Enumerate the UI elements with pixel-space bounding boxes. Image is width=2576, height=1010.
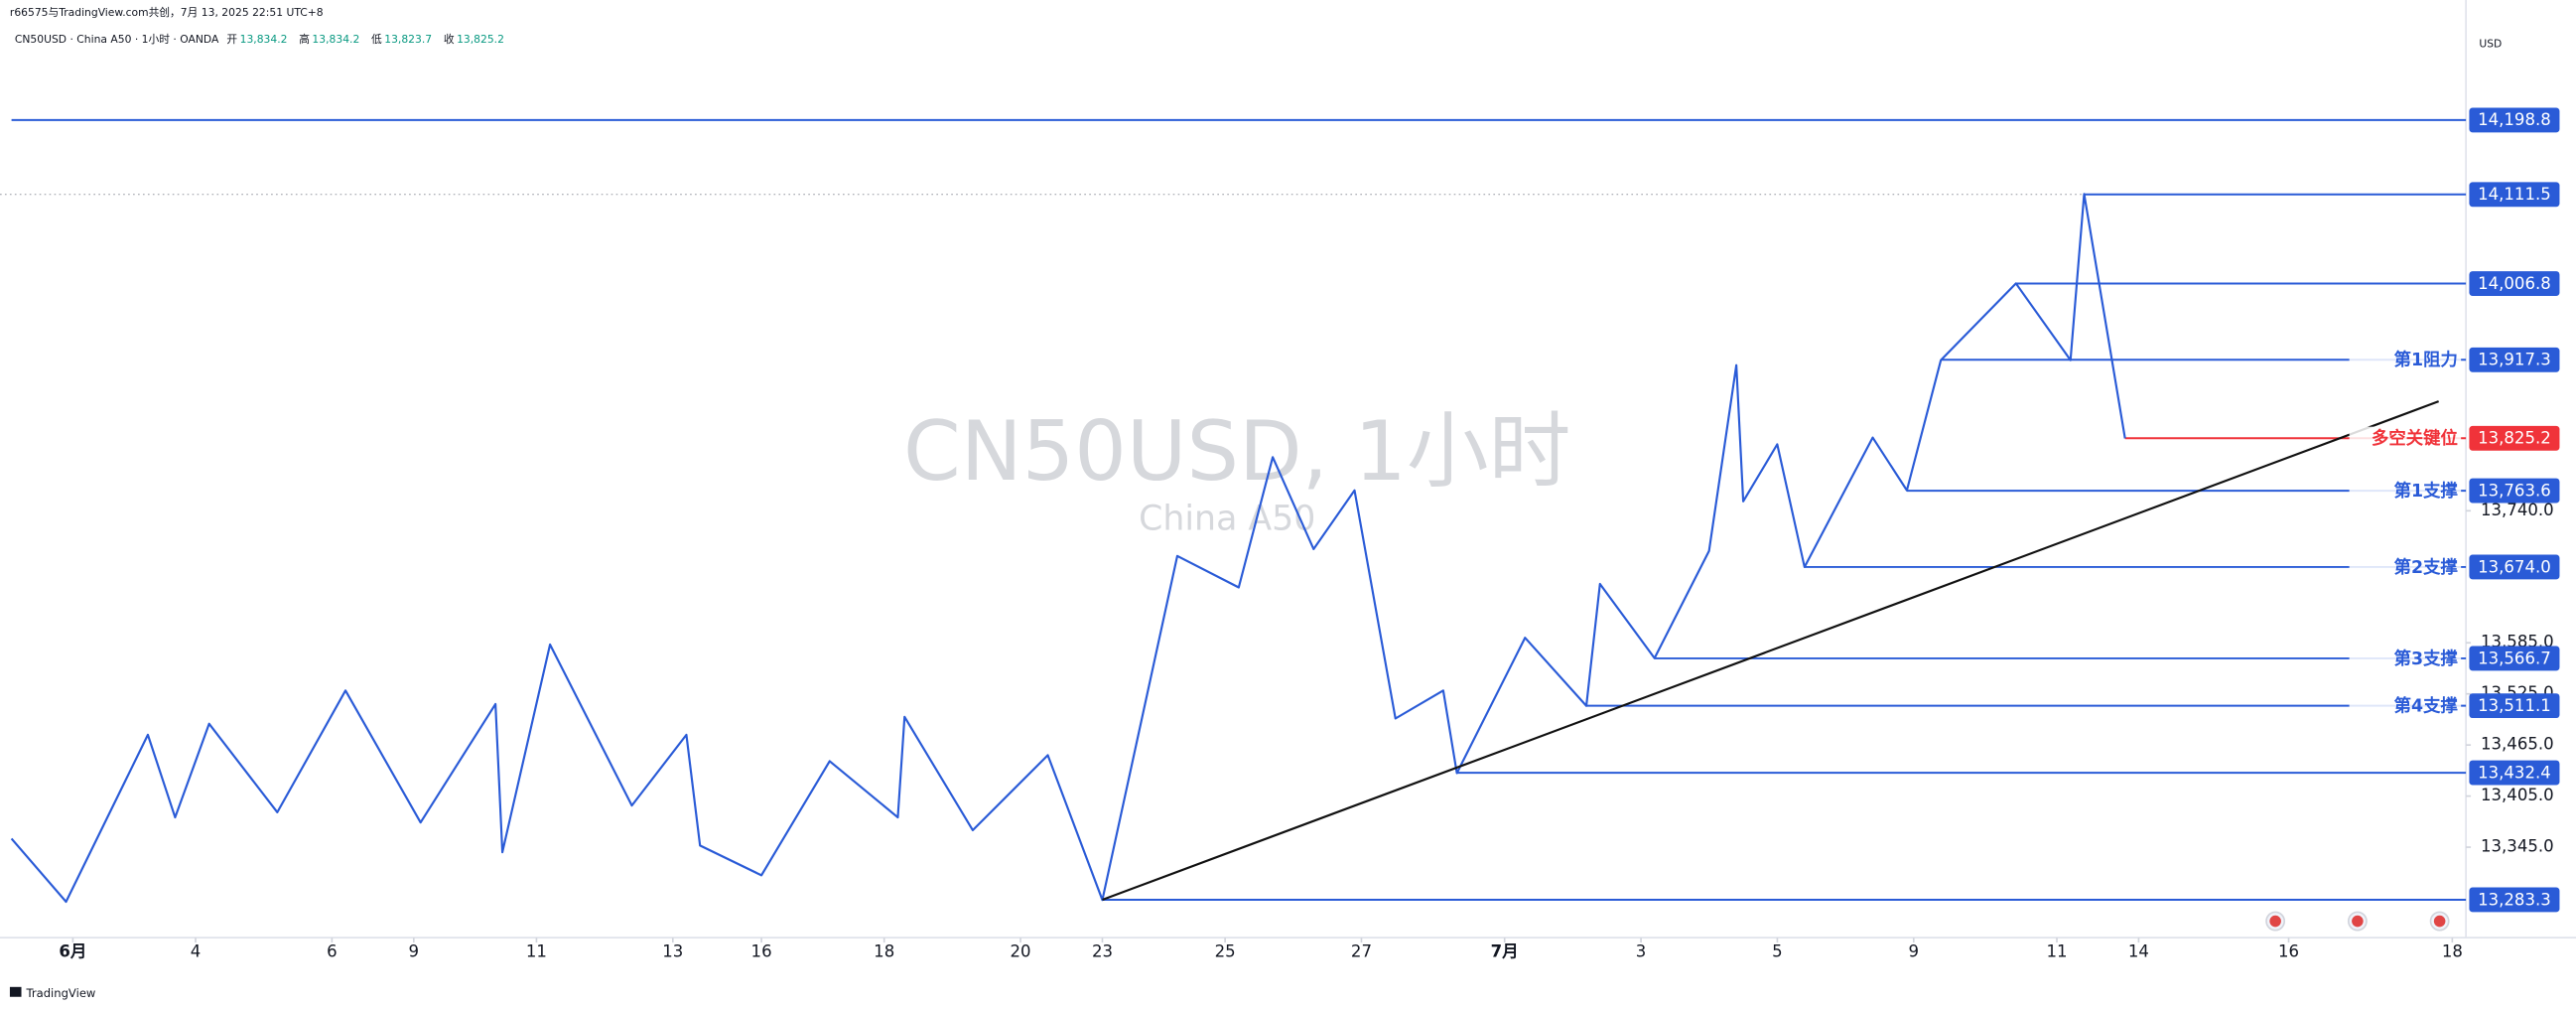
event-flags	[2265, 911, 2450, 932]
currency: USD	[2479, 38, 2502, 51]
price-label: 13,825.2	[2478, 429, 2551, 448]
price-label-box	[2469, 554, 2560, 580]
price-label-box	[2469, 107, 2560, 133]
price-label-box	[2469, 271, 2560, 296]
ohlc-value: 13,834.2	[312, 33, 359, 46]
level-name-bg	[2349, 426, 2462, 450]
x-tick-label: 27	[1351, 942, 1372, 961]
price-label-box	[2469, 693, 2560, 719]
price-label-box	[2469, 887, 2560, 913]
y-tick-label: 13,465.0	[2481, 735, 2554, 754]
price-label-box	[2469, 478, 2560, 504]
ohlc-label: 开	[226, 33, 237, 46]
level-name: 第4支撑	[2394, 695, 2459, 716]
series-line	[1102, 400, 2440, 902]
x-tick-label: 11	[2046, 942, 2067, 961]
price-label: 13,566.7	[2478, 649, 2551, 667]
price-label: 13,511.1	[2478, 696, 2551, 715]
level-name: 多空关键位	[2372, 428, 2458, 449]
x-tick-label: 9	[1909, 942, 1920, 961]
price-label: 14,111.5	[2478, 185, 2551, 204]
level-name-bg	[2349, 694, 2462, 718]
x-tick-label: 6	[327, 942, 338, 961]
y-tick-label: 13,345.0	[2481, 837, 2554, 856]
y-tick-label: 13,740.0	[2481, 501, 2554, 519]
ohlc-label: 高	[299, 33, 310, 46]
x-tick-label: 16	[751, 942, 772, 961]
x-tick-label: 4	[191, 942, 202, 961]
level-name-bg	[2349, 647, 2462, 670]
price-label-box	[2469, 347, 2560, 372]
x-tick-label: 18	[874, 942, 894, 961]
level-name: 第3支撑	[2394, 649, 2459, 669]
price-label: 13,283.3	[2478, 890, 2551, 909]
x-tick-label: 20	[1011, 942, 1031, 961]
source-text: r66575与TradingView.com共创，7月 13, 2025 22:…	[10, 6, 324, 19]
x-tick-label: 16	[2278, 942, 2299, 961]
price-label-box	[2469, 182, 2560, 208]
level-name: 第2支撑	[2394, 557, 2459, 578]
tv-logo	[9, 986, 22, 997]
x-tick-label: 3	[1636, 942, 1647, 961]
level-name-bg	[2349, 479, 2462, 503]
series-line	[10, 193, 2126, 904]
x-tick-label: 23	[1092, 942, 1113, 961]
ohlc-label: 低	[371, 33, 382, 46]
price-label: 13,917.3	[2478, 351, 2551, 369]
level-name-bg	[2349, 555, 2462, 579]
x-tick-label: 9	[409, 942, 420, 961]
x-tick-label: 7月	[1491, 942, 1519, 961]
watermark: CN50USD, 1小时	[903, 403, 1570, 500]
ohlc-value: 13,823.7	[384, 33, 432, 46]
price-label: 14,006.8	[2478, 274, 2551, 293]
x-tick-label: 5	[1772, 942, 1783, 961]
price-label: 13,432.4	[2478, 763, 2551, 782]
price-label-box	[2469, 425, 2560, 451]
x-tick-label: 25	[1215, 942, 1236, 961]
symbol-text: CN50USD · China A50 · 1小时 · OANDA	[15, 33, 219, 46]
ohlc-label: 收	[444, 33, 455, 46]
currency-box	[2471, 29, 2570, 57]
watermark-sub: China A50	[1139, 499, 1315, 538]
price-label: 14,198.8	[2478, 110, 2551, 129]
ohlc-value: 13,834.2	[240, 33, 288, 46]
price-label: 13,763.6	[2478, 481, 2551, 500]
price-label-box	[2469, 760, 2560, 786]
x-tick-label: 18	[2442, 942, 2463, 961]
ohlc-value: 13,825.2	[457, 33, 504, 46]
level-name-bg	[2349, 348, 2462, 371]
price-label-box	[2469, 646, 2560, 671]
level-name: 第1阻力	[2394, 350, 2458, 370]
x-tick-label: 14	[2128, 942, 2149, 961]
level-name: 第1支撑	[2394, 481, 2459, 502]
x-tick-label: 13	[662, 942, 683, 961]
price-label: 13,674.0	[2478, 557, 2551, 576]
footer-brand: TradingView	[25, 986, 95, 1000]
y-tick-label: 13,405.0	[2481, 786, 2554, 804]
x-tick-label: 11	[526, 942, 547, 961]
x-tick-label: 6月	[59, 942, 86, 961]
